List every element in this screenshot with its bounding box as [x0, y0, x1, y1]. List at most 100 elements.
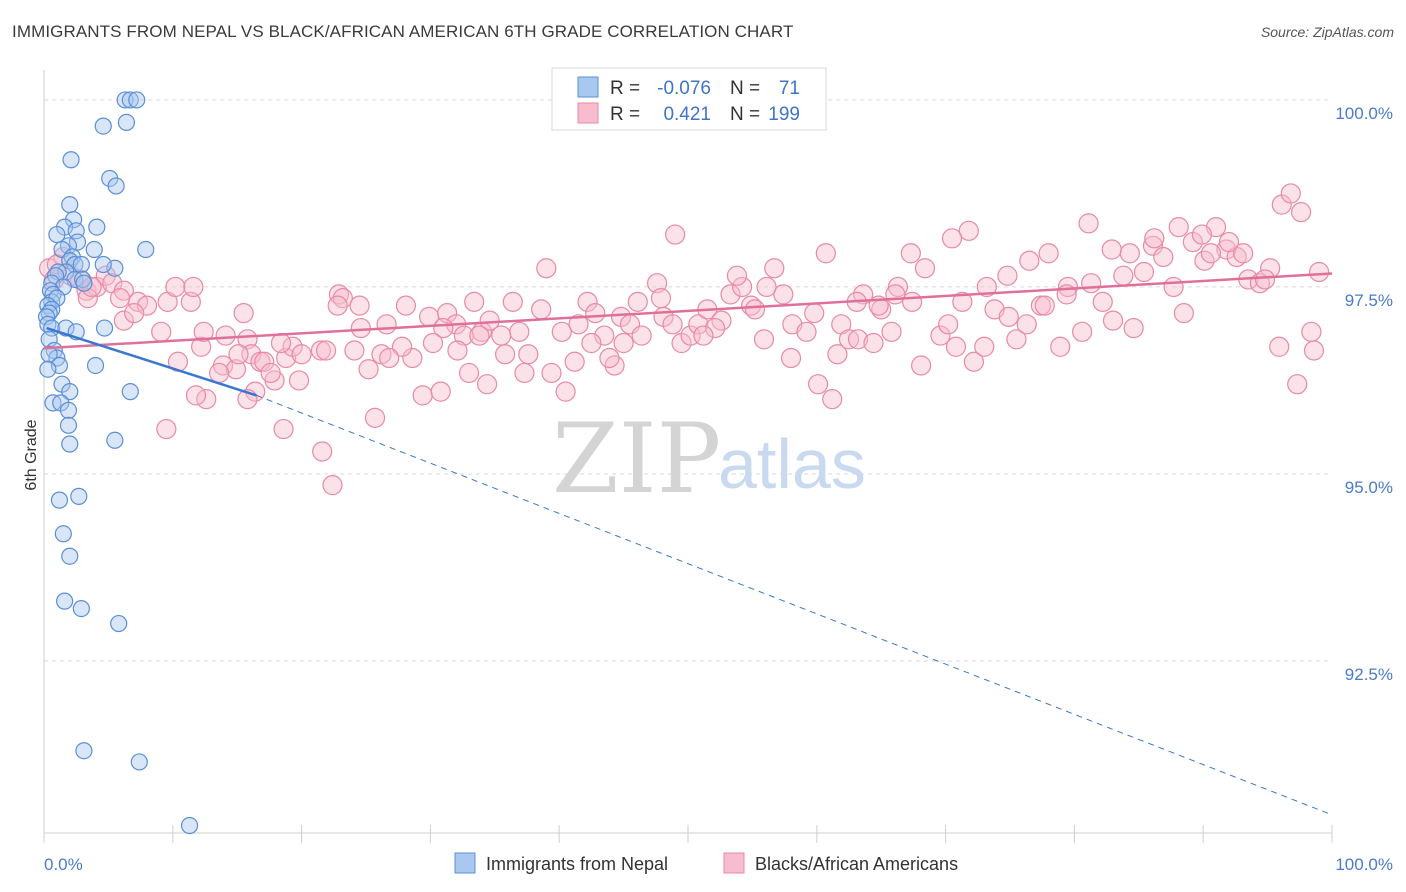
data-point-black — [1038, 243, 1059, 264]
data-point-black — [1078, 213, 1099, 234]
source-credit: Source: ZipAtlas.com — [1260, 24, 1394, 40]
data-point-nepal — [54, 525, 72, 543]
data-point-nepal — [59, 401, 78, 419]
data-point-black — [288, 370, 310, 391]
data-point-black — [1218, 231, 1240, 253]
data-point-black — [185, 385, 207, 406]
data-point-black — [156, 418, 177, 440]
data-point-nepal — [88, 218, 106, 236]
legend-n-label: N = — [730, 104, 760, 125]
tick-labels: 92.5% 95.0% 97.5% 100.0% 0.0% 100.0% — [44, 104, 1393, 874]
data-point-black — [796, 321, 817, 342]
data-point-black — [581, 332, 602, 354]
data-point-black — [458, 362, 480, 384]
data-point-black — [863, 332, 884, 354]
data-point-black — [665, 224, 686, 245]
y-tick-label: 100.0% — [1335, 104, 1393, 123]
data-point-black — [827, 344, 848, 365]
y-tick-label: 97.5% — [1345, 291, 1393, 310]
data-point-nepal — [121, 91, 139, 109]
data-point-black — [77, 288, 98, 309]
data-point-black — [364, 407, 386, 428]
data-point-black — [541, 362, 562, 384]
data-point-black — [594, 325, 615, 346]
data-point-black — [350, 317, 371, 339]
data-point-black — [577, 291, 598, 312]
data-point-black — [1144, 228, 1165, 249]
data-point-black — [509, 321, 530, 342]
data-point-black — [1309, 261, 1330, 283]
data-point-black — [531, 299, 552, 320]
data-point-black — [1133, 261, 1155, 283]
data-point-black — [109, 288, 131, 309]
legend-r-value: -0.076 — [657, 78, 711, 99]
data-point-black — [327, 295, 348, 316]
data-point-nepal — [137, 240, 155, 259]
legend-swatch-pink — [577, 102, 599, 124]
data-point-black — [914, 258, 936, 279]
data-point-black — [1034, 295, 1055, 316]
legend-r-label: R = — [610, 78, 640, 99]
data-point-black — [193, 321, 214, 342]
data-point-black — [613, 332, 634, 354]
data-point-black — [822, 389, 843, 410]
data-point-nepal — [94, 117, 112, 135]
data-point-black — [322, 475, 343, 496]
data-point-black — [1123, 317, 1144, 339]
data-point-black — [902, 291, 923, 312]
data-point-black — [328, 284, 350, 305]
data-point-black — [518, 344, 539, 365]
data-point-black — [1173, 303, 1194, 324]
data-point-black — [958, 220, 979, 241]
data-point-black — [731, 276, 753, 298]
data-point-black — [260, 362, 281, 384]
trend-lines — [43, 272, 1333, 815]
trend-line-black — [43, 272, 1333, 350]
data-point-black — [1019, 250, 1040, 271]
data-point-black — [599, 347, 620, 369]
data-point-black — [1092, 291, 1113, 312]
data-point-black — [764, 258, 785, 279]
data-point-black — [209, 362, 230, 384]
x-tick-label: 0.0% — [44, 855, 83, 874]
data-point-black — [536, 258, 557, 279]
data-point-black — [113, 310, 134, 331]
data-point-black — [514, 362, 535, 384]
data-point-black — [976, 276, 997, 298]
data-point-black — [945, 336, 967, 357]
data-point-black — [887, 276, 909, 298]
data-point-black — [215, 325, 236, 346]
data-point-black — [1216, 239, 1237, 260]
legend-n-value: 71 — [779, 78, 800, 99]
data-point-black — [310, 340, 332, 361]
bottom-legend-swatch-blue — [454, 852, 476, 874]
data-point-nepal — [86, 356, 105, 375]
data-point-black — [254, 351, 275, 372]
data-point-black — [151, 321, 172, 342]
data-point-nepal — [180, 816, 199, 835]
data-point-black — [688, 314, 709, 335]
data-point-nepal — [70, 487, 88, 505]
data-point-black — [952, 291, 973, 312]
chart-title: IMMIGRANTS FROM NEPAL VS BLACK/AFRICAN A… — [12, 22, 794, 41]
y-tick-label: 95.0% — [1345, 478, 1393, 497]
data-point-black — [1153, 246, 1174, 268]
data-point-black — [568, 314, 589, 335]
data-point-black — [704, 317, 726, 339]
data-point-black — [627, 291, 648, 312]
data-point-black — [447, 340, 468, 361]
data-point-black — [938, 314, 959, 335]
data-point-black — [344, 340, 365, 361]
data-point-nepal — [40, 345, 58, 363]
bottom-legend-swatch-pink — [723, 852, 745, 874]
data-point-black — [1119, 243, 1140, 264]
y-axis-label: 6th Grade — [23, 419, 40, 490]
data-point-black — [815, 243, 836, 264]
data-point-black — [291, 344, 312, 365]
data-point-nepal — [68, 233, 87, 251]
data-point-black — [551, 321, 572, 342]
data-point-black — [349, 295, 370, 316]
data-point-nepal — [72, 255, 90, 274]
data-point-black — [395, 295, 417, 316]
data-point-black — [1168, 216, 1189, 238]
